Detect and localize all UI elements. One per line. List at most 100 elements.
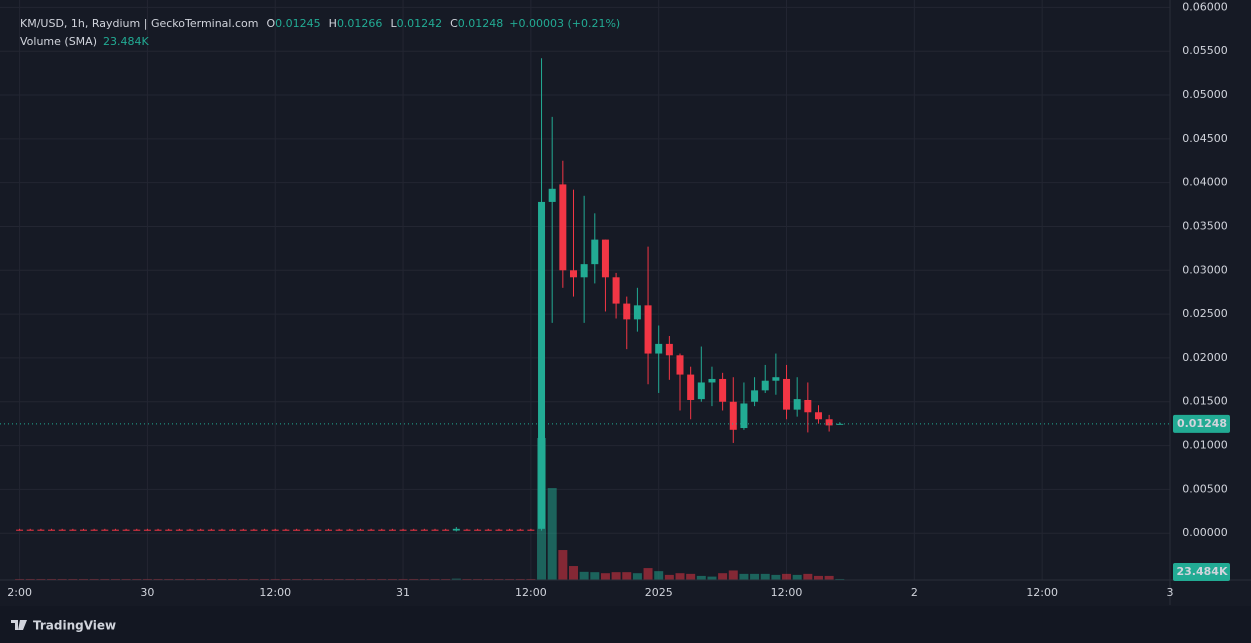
- x-tick-label: 12:00: [515, 586, 547, 599]
- candle-body: [676, 355, 684, 375]
- close-value: 0.01248: [458, 17, 504, 30]
- candle-body: [623, 303, 631, 320]
- candle-body: [708, 378, 716, 383]
- candle-body: [751, 390, 759, 402]
- volume-bar: [686, 573, 696, 580]
- volume-bar: [760, 573, 770, 580]
- volume-bar: [281, 578, 291, 580]
- volume-bar: [228, 578, 238, 580]
- candle-body: [79, 529, 87, 531]
- candle-body: [303, 529, 311, 531]
- price-tag-bg: [1173, 414, 1230, 433]
- volume-bar: [57, 578, 67, 580]
- volume-bar: [813, 575, 823, 580]
- x-tick-label: 12:00: [771, 586, 803, 599]
- candle-body: [282, 529, 290, 531]
- candle-body: [804, 399, 812, 413]
- volume-bar: [547, 488, 557, 580]
- candle-body: [250, 529, 258, 531]
- candle-body: [175, 529, 183, 531]
- candle-body: [569, 270, 577, 278]
- volume-bar: [206, 578, 216, 580]
- volume-bar: [430, 578, 440, 580]
- volume-bar: [505, 578, 515, 580]
- candle-body: [229, 529, 237, 531]
- volume-bar: [835, 578, 845, 580]
- volume-bar: [355, 578, 365, 580]
- volume-bar: [78, 578, 88, 580]
- logo-icon: [11, 620, 27, 630]
- candle-body: [697, 382, 705, 400]
- candle-body: [591, 239, 599, 265]
- volume-bar: [739, 573, 749, 580]
- volume-tag-bg: [1173, 563, 1230, 581]
- volume-bar: [196, 578, 206, 580]
- candle-body: [612, 277, 620, 304]
- volume-bar: [494, 578, 504, 580]
- volume-bar: [803, 573, 813, 580]
- candle-body: [548, 188, 556, 202]
- x-tick-label: 2025: [645, 586, 673, 599]
- volume-bar: [142, 578, 152, 580]
- y-tick-label: 0.03500: [1182, 219, 1228, 232]
- candle-body: [761, 380, 769, 391]
- volume-bar: [409, 578, 419, 580]
- volume-bar: [132, 578, 142, 580]
- volume-legend: Volume (SMA) 23.484K: [20, 35, 149, 48]
- open-value: 0.01245: [275, 17, 321, 30]
- volume-bar: [632, 573, 642, 580]
- volume-bar: [292, 578, 302, 580]
- candle-body: [101, 529, 109, 531]
- volume-bar: [568, 566, 578, 580]
- volume-bar: [174, 578, 184, 580]
- volume-bar: [611, 572, 621, 580]
- volume-bar: [526, 578, 536, 580]
- y-tick-label: 0.04000: [1182, 176, 1228, 189]
- candle-body: [261, 529, 269, 531]
- candle-body: [431, 529, 439, 531]
- volume-bar: [654, 571, 664, 580]
- y-tick-label: 0.04500: [1182, 132, 1228, 145]
- candle-body: [772, 377, 780, 381]
- open-label: O: [266, 17, 275, 30]
- x-tick-label: 2: [911, 586, 918, 599]
- candle-body: [729, 401, 737, 430]
- y-tick-label: 0.05500: [1182, 44, 1228, 57]
- price-tag: 0.01248: [1177, 417, 1227, 430]
- candle-body: [186, 529, 194, 531]
- candle-body: [655, 343, 663, 354]
- candle-body: [740, 403, 748, 429]
- y-tick-label: 0.06000: [1182, 0, 1228, 13]
- candle-body: [293, 529, 301, 531]
- candle-body: [154, 529, 162, 531]
- candle-body: [48, 529, 56, 531]
- volume-bar: [121, 578, 131, 580]
- volume-bar: [441, 578, 451, 580]
- candle-body: [69, 529, 77, 531]
- candle-body: [271, 529, 279, 531]
- volume-bar: [728, 570, 738, 580]
- change-value: +0.00003 (+0.21%): [509, 17, 620, 30]
- x-tick-label: 12:00: [259, 586, 291, 599]
- volume-bar: [387, 578, 397, 580]
- candle-body: [601, 239, 609, 278]
- candle-body: [633, 305, 641, 320]
- candle-body: [37, 529, 45, 531]
- volume-bar: [579, 571, 589, 580]
- candle-body: [324, 529, 332, 531]
- candle-body: [527, 529, 535, 531]
- volume-bar: [600, 573, 610, 580]
- candle-body: [90, 529, 98, 531]
- candle-body: [399, 529, 407, 531]
- volume-bar: [590, 572, 600, 580]
- candle-body: [314, 529, 322, 531]
- title: KM/USD, 1h, Raydium | GeckoTerminal.com: [20, 17, 258, 30]
- volume-bar: [824, 575, 834, 580]
- volume-bar: [473, 578, 483, 580]
- volume-bar: [100, 578, 110, 580]
- candle-body: [378, 529, 386, 531]
- volume-bar: [558, 550, 568, 580]
- y-tick-label: 0.00000: [1182, 526, 1228, 539]
- high-label: H: [329, 17, 337, 30]
